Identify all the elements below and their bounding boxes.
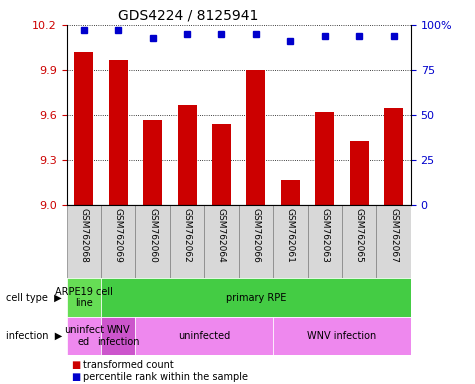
Text: WNV infection: WNV infection [307,331,377,341]
Bar [109,60,128,205]
Bar [170,205,204,278]
Text: uninfect
ed: uninfect ed [64,325,104,347]
Bar [273,317,411,355]
Text: GSM762062: GSM762062 [182,208,191,262]
Text: WNV
infection: WNV infection [97,325,139,347]
Text: cell type  ▶: cell type ▶ [6,293,62,303]
Bar [143,120,162,205]
Text: GSM762064: GSM762064 [217,208,226,262]
Bar [135,317,273,355]
Text: GDS4224 / 8125941: GDS4224 / 8125941 [118,8,258,22]
Bar [247,70,266,205]
Bar [342,205,376,278]
Bar [308,205,342,278]
Bar [281,180,300,205]
Text: GSM762067: GSM762067 [389,208,398,263]
Text: ARPE19 cell
line: ARPE19 cell line [55,287,113,308]
Text: uninfected: uninfected [178,331,230,341]
Text: GSM762069: GSM762069 [114,208,123,263]
Text: ■: ■ [71,360,80,370]
Bar [384,108,403,205]
Bar [66,317,101,355]
Text: infection  ▶: infection ▶ [6,331,62,341]
Bar [74,52,93,205]
Text: primary RPE: primary RPE [226,293,286,303]
Bar [101,205,135,278]
Text: ■: ■ [71,372,80,382]
Text: GSM762065: GSM762065 [355,208,364,263]
Bar [212,124,231,205]
Bar [66,205,101,278]
Text: percentile rank within the sample: percentile rank within the sample [83,372,248,382]
Bar [350,141,369,205]
Text: GSM762066: GSM762066 [251,208,260,263]
Text: GSM762063: GSM762063 [320,208,329,263]
Text: GSM762060: GSM762060 [148,208,157,263]
Bar [204,205,238,278]
Bar [376,205,411,278]
Bar [135,205,170,278]
Bar [273,205,308,278]
Bar [178,105,197,205]
Bar [238,205,273,278]
Bar [315,112,334,205]
Bar [101,317,135,355]
Bar [66,278,101,317]
Text: transformed count: transformed count [83,360,174,370]
Text: GSM762068: GSM762068 [79,208,88,263]
Text: GSM762061: GSM762061 [286,208,295,263]
